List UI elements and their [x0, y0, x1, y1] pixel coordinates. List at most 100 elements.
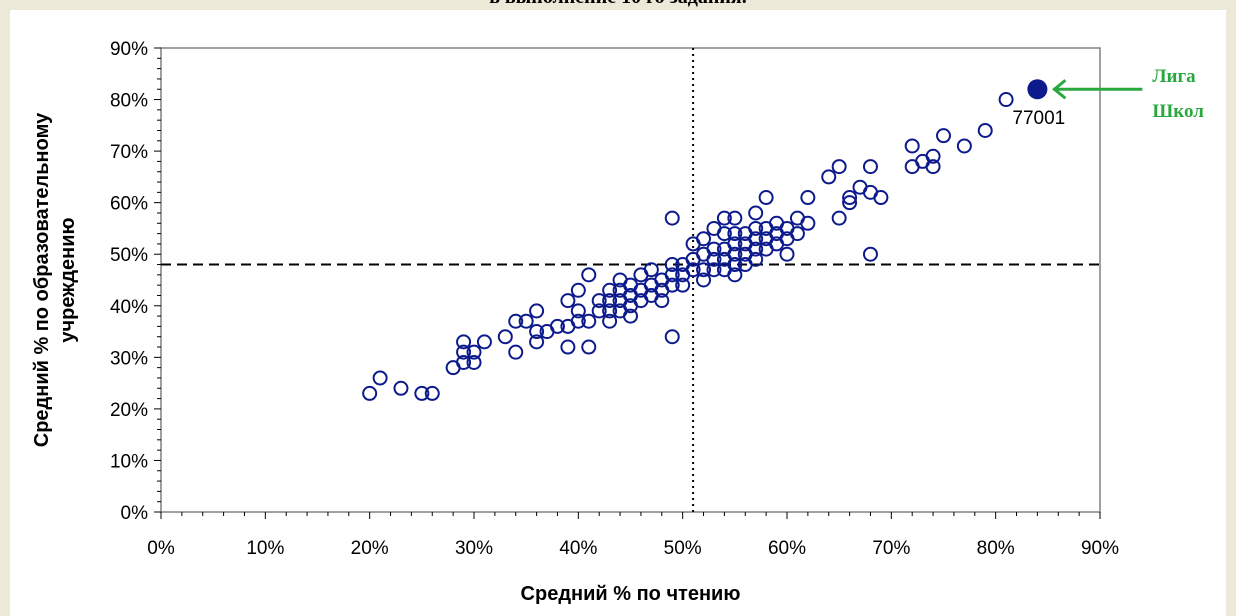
- x-tick-label: 30%: [455, 538, 493, 559]
- data-point: [623, 308, 638, 324]
- x-tick-label: 70%: [872, 538, 910, 559]
- y-tick-label: 20%: [110, 400, 148, 421]
- data-point: [602, 293, 618, 309]
- y-tick-label: 30%: [110, 348, 148, 369]
- data-point: [466, 354, 482, 370]
- data-point: [570, 282, 586, 298]
- data-point: [581, 313, 597, 329]
- data-point: [362, 385, 378, 401]
- data-point: [602, 303, 618, 319]
- data-point: [873, 190, 889, 206]
- data-point: [664, 267, 680, 283]
- y-tick-label: 80%: [110, 91, 148, 112]
- data-point: [706, 241, 722, 257]
- data-point: [602, 282, 618, 298]
- data-point: [664, 257, 680, 273]
- x-tick-label: 0%: [147, 538, 175, 559]
- data-point: [842, 195, 858, 211]
- data-point: [758, 190, 774, 206]
- data-point: [414, 385, 430, 401]
- data-point: [581, 267, 597, 283]
- data-point: [466, 344, 482, 360]
- data-point: [706, 251, 722, 267]
- data-point: [696, 272, 712, 288]
- y-tick-label: 90%: [110, 39, 148, 60]
- data-point: [602, 313, 618, 329]
- page-caption: ь выполнение 10 го задания.: [0, 0, 1236, 9]
- data-point: [456, 334, 472, 350]
- data-point: [591, 303, 607, 319]
- callout-arrow-head: [1052, 79, 1067, 100]
- x-tick-label: 50%: [664, 538, 702, 559]
- x-tick-label: 90%: [1081, 538, 1119, 559]
- data-point: [727, 236, 743, 252]
- data-point: [831, 159, 847, 175]
- data-point: [789, 226, 805, 242]
- data-point: [727, 246, 743, 262]
- data-point: [998, 92, 1014, 108]
- callout-label-line-1: Лига: [1152, 66, 1196, 87]
- data-point: [862, 159, 878, 175]
- y-tick-label: 40%: [110, 297, 148, 318]
- scatter-chart: 0% 10% 20% 30% 40% 50% 60% 70% 80% 90% 0% 10% 20% 30…: [31, 39, 1204, 605]
- data-point: [696, 262, 712, 278]
- data-point: [529, 334, 545, 350]
- data-point: [748, 231, 764, 247]
- y-axis-title-line-2: учреждению: [57, 217, 79, 342]
- x-tick-label: 20%: [351, 538, 389, 559]
- y-tick-label: 0%: [121, 503, 149, 524]
- data-point: [727, 226, 743, 242]
- data-point: [664, 210, 680, 226]
- x-tick-label: 80%: [977, 538, 1015, 559]
- data-point: [748, 205, 764, 221]
- data-point: [925, 148, 941, 164]
- data-point: [904, 138, 920, 154]
- y-axis-title-line-1: Средний % по образовательному: [31, 112, 53, 447]
- data-point: [560, 293, 576, 309]
- data-point: [716, 226, 732, 242]
- top-strip: ь выполнение 10 го задания.: [0, 0, 1236, 10]
- callout-label-line-2: Школ: [1152, 101, 1204, 122]
- data-point: [654, 293, 670, 309]
- data-point: [664, 329, 680, 345]
- data-point: [748, 220, 764, 236]
- data-point: [748, 241, 764, 257]
- chart-panel: 0% 10% 20% 30% 40% 50% 60% 70% 80% 90% 0% 10% 20% 30…: [10, 10, 1226, 616]
- data-point: [560, 339, 576, 355]
- data-point: [424, 385, 440, 401]
- data-point: [727, 257, 743, 273]
- data-point: [842, 190, 858, 206]
- x-tick-label: 60%: [768, 538, 806, 559]
- data-point: [748, 251, 764, 267]
- x-tick-label: 10%: [246, 538, 284, 559]
- data-point: [549, 318, 565, 334]
- y-tick-label: 10%: [110, 451, 148, 472]
- data-point: [508, 313, 524, 329]
- data-point: [497, 329, 513, 345]
- data-point: [456, 344, 472, 360]
- data-point: [779, 246, 795, 262]
- data-point: [977, 122, 993, 138]
- data-point: [821, 169, 837, 185]
- data-point: [372, 370, 388, 386]
- data-point: [664, 277, 680, 293]
- data-point: [529, 324, 545, 340]
- data-point: [643, 262, 659, 278]
- data-point: [675, 277, 691, 293]
- data-point: [591, 293, 607, 309]
- data-point: [570, 313, 586, 329]
- data-point: [716, 210, 732, 226]
- data-point: [518, 313, 534, 329]
- data-point: [936, 128, 951, 144]
- data-point: [685, 262, 701, 278]
- plot-area: [160, 47, 1101, 513]
- data-point: [727, 210, 743, 226]
- data-point: [800, 190, 816, 206]
- data-point: [925, 159, 941, 175]
- data-point: [800, 215, 816, 231]
- data-point: [956, 138, 972, 154]
- data-point: [727, 267, 743, 283]
- x-axis-title: Средний % по чтению: [521, 583, 741, 605]
- highlight-point-label: 77001: [1012, 108, 1065, 129]
- highlight-point: [1027, 79, 1048, 100]
